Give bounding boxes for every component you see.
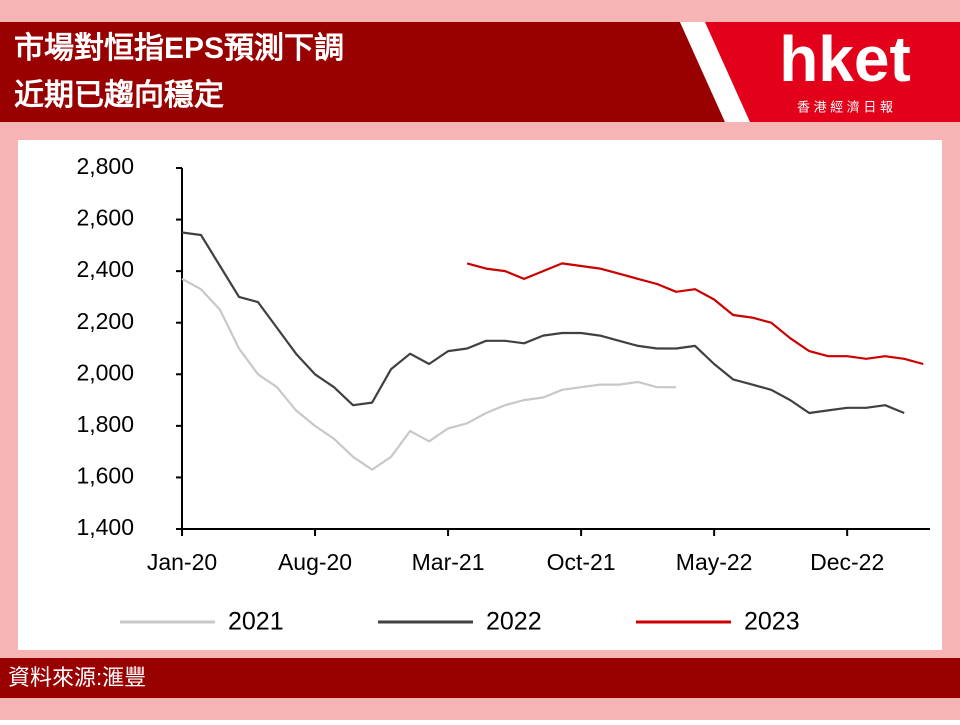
chart-panel — [18, 140, 942, 650]
title-line: 近期已趨向穩定 — [14, 78, 224, 112]
legend-label: 2021 — [228, 608, 284, 636]
y-tick-label: 1,600 — [76, 463, 134, 489]
legend-label: 2023 — [744, 608, 800, 636]
y-tick-label: 2,000 — [76, 359, 134, 385]
y-tick-label: 2,800 — [76, 153, 134, 179]
y-tick-label: 2,600 — [76, 205, 134, 231]
logo-subtitle: 香 港 經 濟 日 報 — [797, 99, 893, 114]
y-tick-label: 2,400 — [76, 256, 134, 282]
data-line — [181, 277, 677, 471]
y-tick-label: 1,800 — [76, 411, 134, 437]
x-tick-label: Jan-20 — [147, 549, 217, 575]
footer-bar — [0, 658, 960, 698]
x-tick-label: Mar-21 — [412, 549, 485, 575]
data-line — [181, 231, 905, 415]
logo-block — [705, 22, 960, 122]
x-tick-label: Aug-20 — [278, 549, 352, 575]
legend-label: 2022 — [486, 608, 542, 636]
data-line — [466, 262, 924, 366]
y-tick-label: 2,200 — [76, 308, 134, 334]
logo: hket — [779, 23, 911, 95]
x-tick-label: Dec-22 — [810, 549, 884, 575]
x-tick-label: May-22 — [676, 549, 753, 575]
logo-stripe — [680, 22, 750, 122]
x-tick-label: Oct-21 — [547, 549, 616, 575]
source: 資料來源:滙豐 — [8, 665, 146, 690]
chart: 1,400 1,600 1,800 2,000 2,200 2,400 2,600 2,800… — [76, 153, 930, 636]
title-bar — [0, 22, 725, 122]
title-line: 市場對恒指EPS預測下調 — [14, 31, 344, 65]
y-tick-label: 1,400 — [76, 514, 134, 540]
